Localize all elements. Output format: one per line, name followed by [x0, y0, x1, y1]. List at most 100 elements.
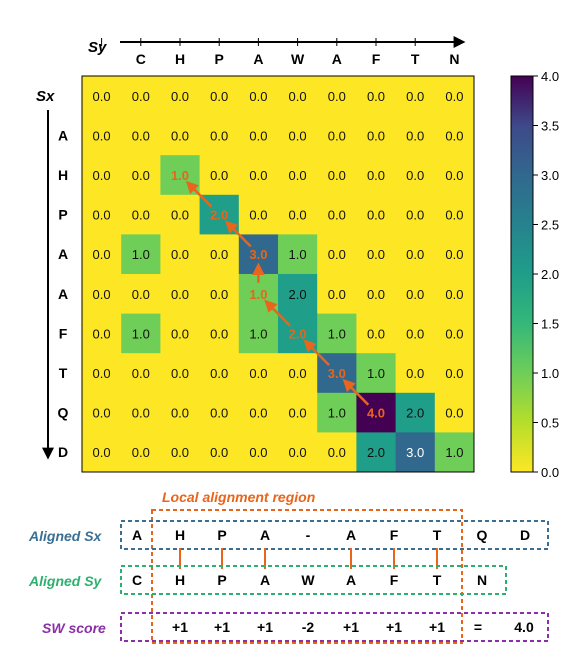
matrix-cell: [434, 194, 475, 235]
colorbar-tick-label: 3.5: [541, 119, 559, 134]
matrix-cell-value: 0.0: [210, 326, 228, 341]
matrix-cell: [278, 234, 318, 275]
traceback-arrow: [303, 339, 330, 367]
matrix-cell: [317, 432, 357, 473]
matrix-cell: [199, 353, 240, 394]
matrix-cell-value: 0.0: [210, 366, 228, 381]
matrix-cell-value: 0.0: [289, 366, 307, 381]
matrix-cell-value: 0.0: [328, 168, 346, 183]
matrix-cell-value: 0.0: [210, 287, 228, 302]
matrix-cell-value: 0.0: [210, 89, 228, 104]
matrix-cell-value: 3.0: [406, 445, 424, 460]
matrix-cell: [82, 155, 122, 196]
matrix-cell: [434, 155, 475, 196]
sy-letter: C: [136, 51, 146, 67]
sy-letter: A: [332, 51, 342, 67]
matrix-cell: [121, 194, 161, 235]
matrix-cell-value: 0.0: [289, 168, 307, 183]
matrix-cell-value: 0.0: [210, 168, 228, 183]
matrix-cell: [199, 115, 240, 156]
matrix-cell-value: 1.0: [328, 326, 346, 341]
matrix-cell-value: 0.0: [249, 366, 267, 381]
aligned-sy-char: A: [346, 572, 356, 588]
matrix-cell: [356, 313, 396, 354]
matrix-cell-value: 0.0: [132, 445, 150, 460]
matrix-cell: [278, 155, 318, 196]
matrix-cell-value: 0.0: [328, 287, 346, 302]
matrix-cell: [278, 76, 318, 116]
sx-letter: Q: [58, 405, 69, 421]
matrix-cell: [121, 392, 161, 433]
matrix-cell-value: 4.0: [367, 406, 385, 421]
matrix-cell: [434, 392, 475, 433]
matrix-cell: [199, 76, 240, 116]
matrix-cell-value: 1.0: [132, 326, 150, 341]
aligned-sy-label: Aligned Sy: [28, 573, 103, 589]
matrix-cell: [434, 234, 475, 275]
matrix-cell-value: 0.0: [171, 406, 189, 421]
matrix-cell: [160, 115, 200, 156]
matrix-cell: [434, 76, 475, 116]
colorbar-tick-label: 4.0: [541, 69, 559, 84]
matrix-cell-value: 0.0: [406, 128, 424, 143]
matrix-cell: [317, 115, 357, 156]
matrix-cell-value: 0.0: [93, 89, 111, 104]
matrix-cell-value: 0.0: [328, 247, 346, 262]
matrix-cell-value: 0.0: [171, 208, 189, 223]
matrix-cell-value: 2.0: [289, 287, 307, 302]
colorbar: [510, 75, 534, 473]
sy-letter: A: [253, 51, 263, 67]
matrix-cell: [434, 353, 475, 394]
matrix-cell: [238, 432, 279, 473]
matrix-cell: [199, 274, 240, 314]
matrix-cell: [238, 353, 279, 394]
sx-letter: P: [58, 207, 67, 223]
colorbar-tick-label: 1.0: [541, 366, 559, 381]
aligned-sy-char: C: [132, 572, 142, 588]
matrix-cell-value: 0.0: [171, 366, 189, 381]
sw-score-equals: =: [474, 619, 482, 635]
matrix-cell-value: 0.0: [328, 445, 346, 460]
sw-score-item: +1: [386, 619, 402, 635]
matrix-cell-value: 0.0: [93, 445, 111, 460]
matrix-cell-value: 0.0: [445, 208, 463, 223]
aligned-sx-char: A: [260, 527, 270, 543]
matrix-cell-value: 0.0: [445, 128, 463, 143]
matrix-cell: [121, 115, 161, 156]
score-matrix-heatmap: 0.0 0.0 0.0 0.0 0.0 0.0 0.0 0.0 0.0 0.0 0.0 0.0 0.0 0…: [82, 76, 475, 473]
matrix-cell-value: 0.0: [249, 445, 267, 460]
matrix-cell-value: 1.0: [367, 366, 385, 381]
matrix-cell-value: 0.0: [210, 247, 228, 262]
matrix-cell-value: 0.0: [328, 128, 346, 143]
matrix-cell-value: 0.0: [445, 406, 463, 421]
sw-score-label: SW score: [42, 620, 106, 636]
matrix-cell: [434, 432, 475, 473]
matrix-cell-value: 1.0: [171, 168, 189, 183]
matrix-cell: [160, 432, 200, 473]
colorbar-tick-label: 2.0: [541, 267, 559, 282]
matrix-cell-value: 0.0: [132, 287, 150, 302]
matrix-cell: [238, 194, 279, 235]
matrix-cell-value: 2.0: [406, 406, 424, 421]
matrix-cell-value: 0.0: [367, 168, 385, 183]
matrix-cell: [356, 194, 396, 235]
matrix-cell: [278, 194, 318, 235]
matrix-cell: [160, 353, 200, 394]
matrix-cell-value: 0.0: [171, 445, 189, 460]
matrix-cell: [317, 313, 357, 354]
matrix-cell: [82, 234, 122, 275]
sy-letter: P: [215, 51, 224, 67]
sw-score-items: +1 +1 +1 -2 +1 +1 +1: [172, 619, 445, 635]
sx-letter: H: [58, 167, 68, 183]
matrix-cell-value: 0.0: [445, 89, 463, 104]
aligned-sx-char: F: [390, 527, 399, 543]
matrix-cell: [434, 115, 475, 156]
matrix-cell: [278, 353, 318, 394]
sy-letter: H: [175, 51, 185, 67]
sw-score-item: +1: [214, 619, 230, 635]
matrix-cell-value: 0.0: [210, 128, 228, 143]
matrix-cell: [160, 76, 200, 116]
matrix-cell-value: 0.0: [445, 366, 463, 381]
